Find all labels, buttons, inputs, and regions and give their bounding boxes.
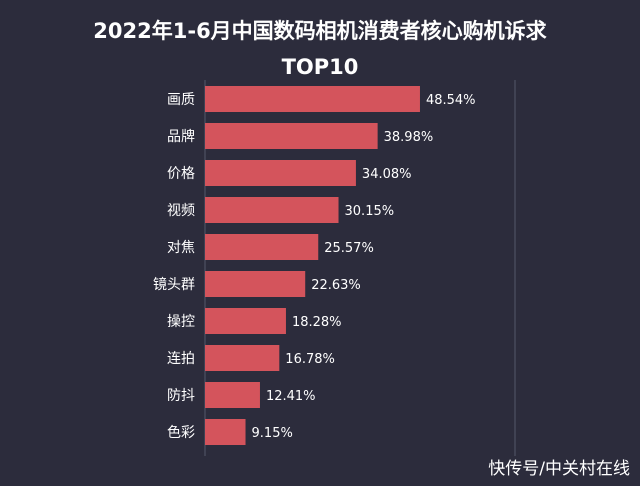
chart-subtitle: TOP10 [281,55,359,79]
bar [205,160,356,186]
chart-title: 2022年1-6月中国数码相机消费者核心购机诉求 [93,19,547,43]
data-label: 25.57% [324,241,374,256]
watermark-text: 快传号/中关村在线 [488,459,630,479]
data-label: 22.63% [311,278,361,293]
bar [205,308,286,334]
bar [205,271,306,297]
data-label: 34.08% [362,167,412,182]
bar [205,123,378,149]
category-label: 防抖 [167,388,195,404]
data-label: 30.15% [345,204,395,219]
bar [205,234,319,260]
data-label: 18.28% [292,315,342,330]
bar [205,345,280,371]
data-label: 12.41% [266,389,316,404]
data-label: 48.54% [426,93,476,108]
data-label: 9.15% [252,426,293,441]
category-label: 操控 [167,314,195,330]
category-label: 对焦 [167,240,195,256]
data-label: 38.98% [384,130,434,145]
category-label: 色彩 [167,424,195,441]
category-label: 镜头群 [153,277,195,293]
category-label: 画质 [167,92,195,108]
data-label: 16.78% [285,352,335,367]
bar [205,419,246,445]
bar [205,382,260,408]
category-label: 连拍 [167,351,195,367]
bar [205,197,339,223]
category-label: 品牌 [167,128,195,145]
bar [205,86,420,112]
category-label: 价格 [167,166,195,182]
category-label: 视频 [167,203,195,219]
